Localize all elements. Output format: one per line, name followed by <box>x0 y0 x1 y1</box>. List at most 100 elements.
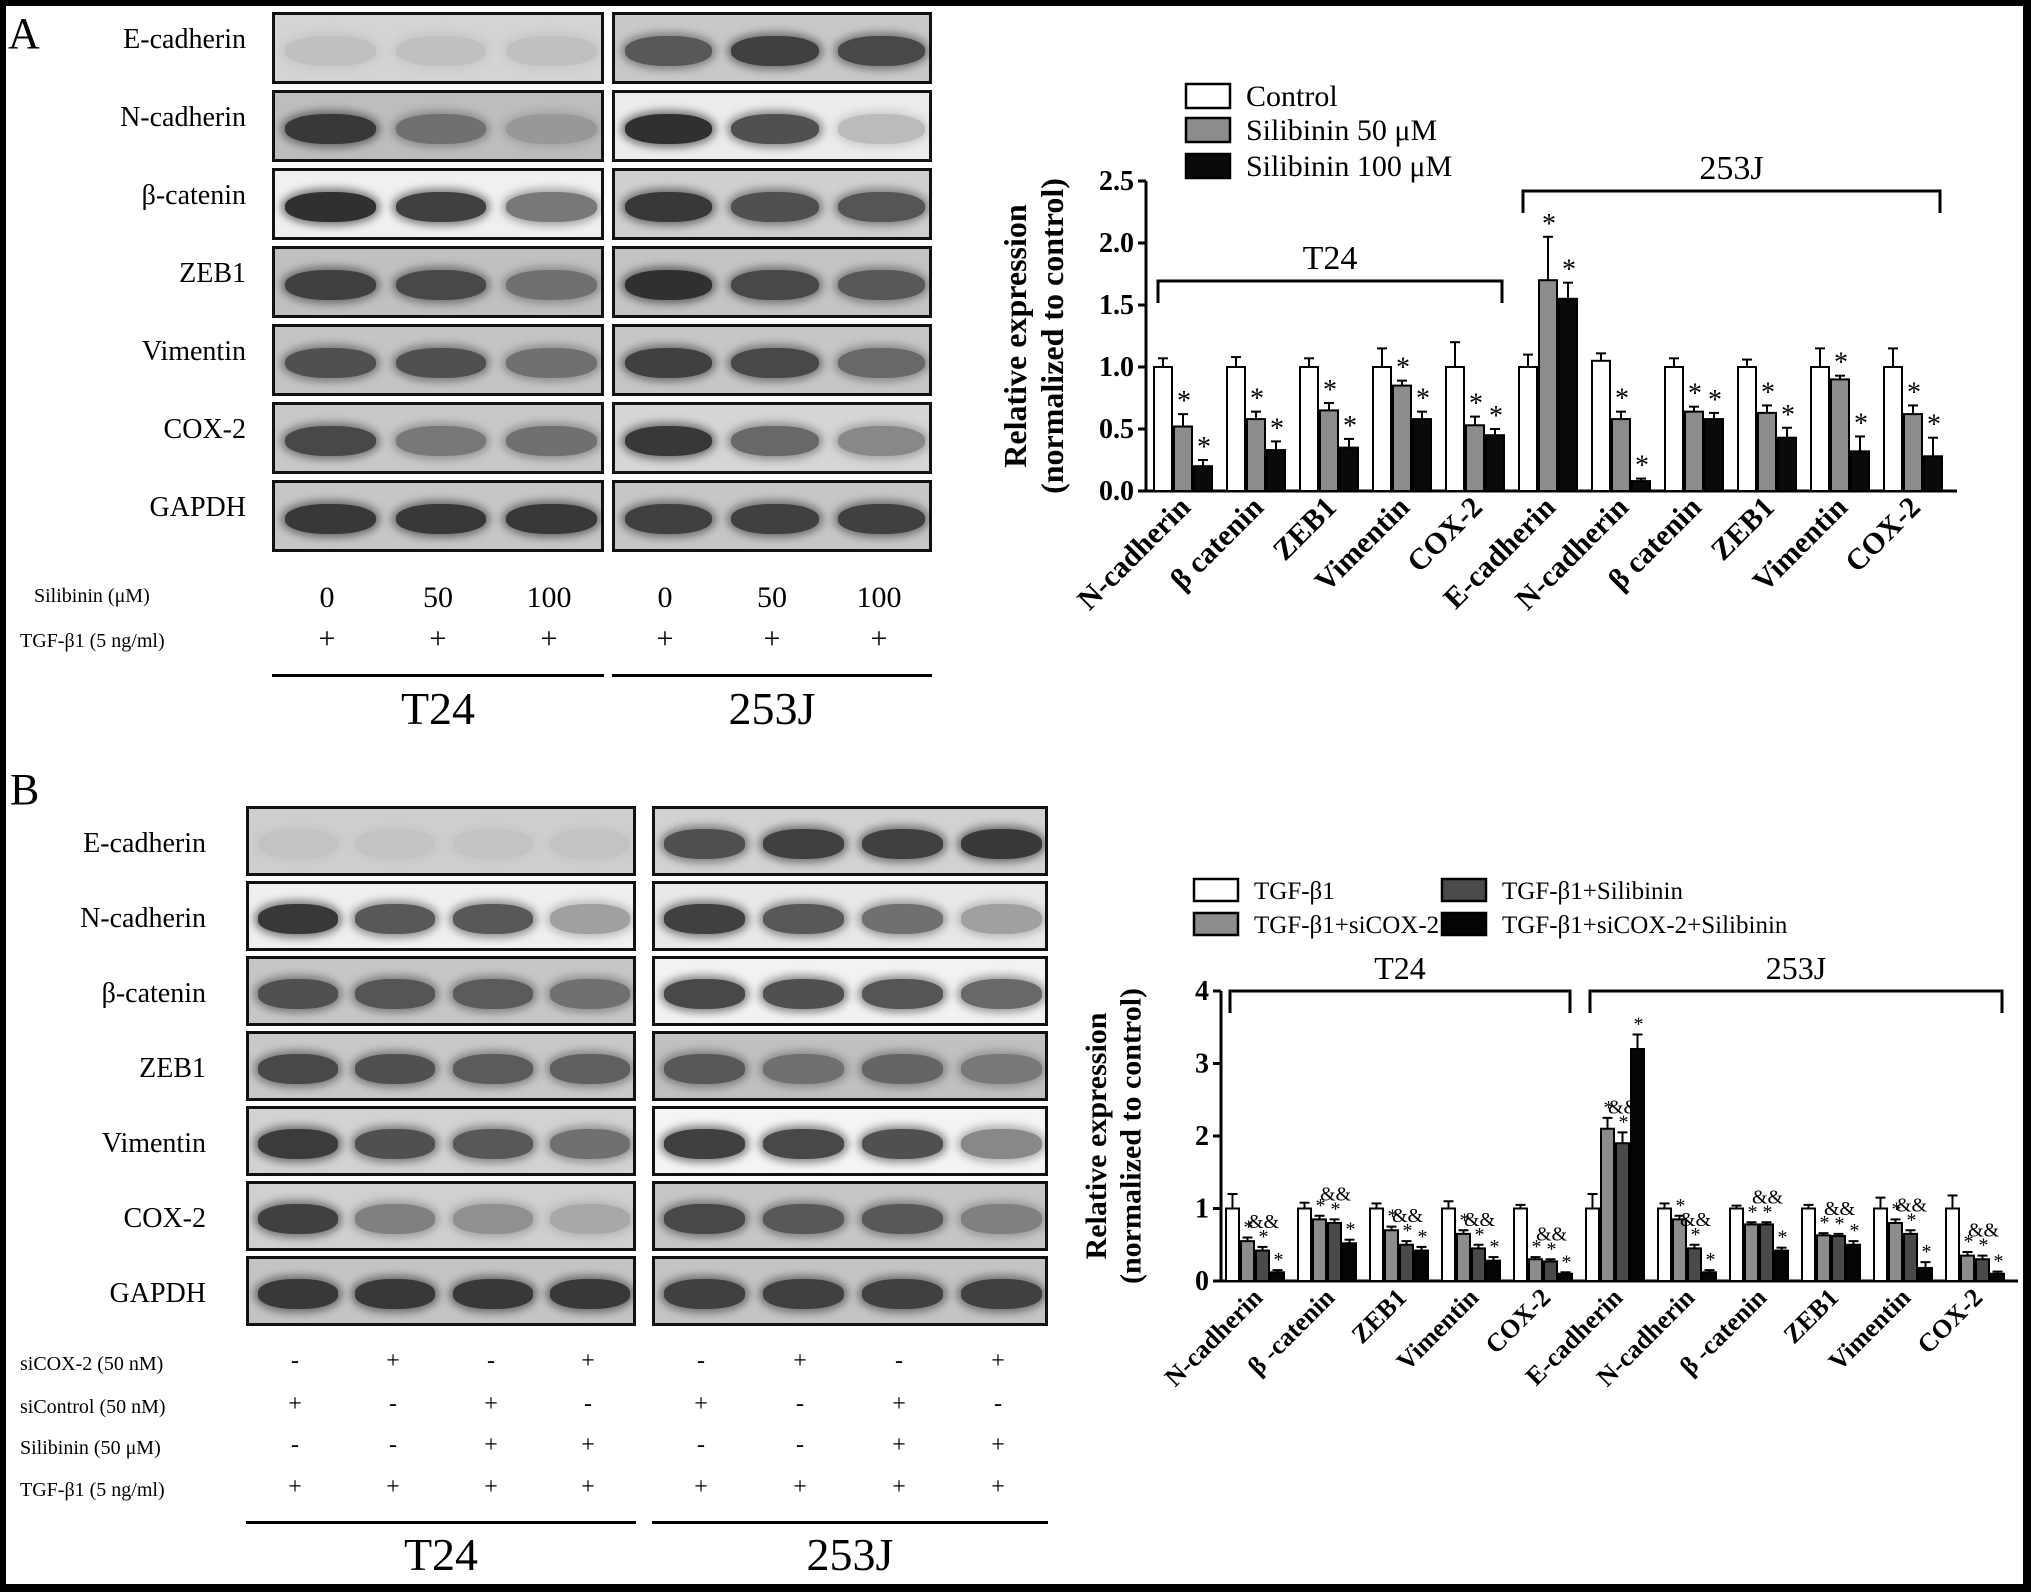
significance-mark: * <box>1346 1219 1356 1241</box>
x-tick-label: ZEB1 <box>1346 1283 1412 1349</box>
condition-value: + <box>763 622 781 655</box>
condition-value: + <box>892 1391 906 1417</box>
bar <box>1850 450 1870 493</box>
blot-strip <box>272 12 604 84</box>
significance-mark: * <box>1562 1251 1572 1273</box>
bar <box>1918 1266 1933 1283</box>
panel-b-condition-label: Silibinin (50 μM) <box>20 1437 161 1459</box>
significance-mark: * <box>1259 1226 1269 1248</box>
x-tick-label: COX-2 <box>1839 491 1927 579</box>
blot-band <box>550 904 631 934</box>
blot-band <box>762 829 845 859</box>
blot-band <box>837 269 926 301</box>
bar <box>1240 1240 1255 1282</box>
bar <box>1883 366 1903 492</box>
bar <box>1631 480 1651 492</box>
significance-mark: * <box>1907 1209 1917 1231</box>
blot-band <box>284 113 376 145</box>
blot-band <box>624 347 713 379</box>
condition-value: - <box>796 1391 804 1417</box>
significance-mark: * <box>1323 375 1337 406</box>
significance-mark: * <box>1547 1238 1557 1260</box>
y-tick-label: 0.5 <box>1099 414 1134 445</box>
group-bracket-label: T24 <box>1374 950 1426 986</box>
bar <box>1945 1207 1960 1282</box>
y-tick-label: 0.0 <box>1099 476 1134 507</box>
panel-a-group-label: 253J <box>728 683 816 734</box>
blot-band <box>960 979 1043 1009</box>
significance-mark: * <box>1854 408 1868 439</box>
condition-value: - <box>697 1432 705 1458</box>
panel-a-t24-underline <box>272 674 604 677</box>
significance-mark: * <box>1820 1212 1830 1234</box>
blot-band <box>762 1129 845 1159</box>
significance-mark: && <box>1464 1209 1496 1231</box>
blot-band <box>837 347 926 379</box>
panel-b-protein-label: N-cadherin <box>80 903 206 934</box>
blot-strip <box>246 881 636 951</box>
blot-band <box>960 1054 1043 1084</box>
significance-mark: * <box>1635 451 1649 482</box>
blot-band <box>960 1279 1043 1309</box>
blot-band <box>663 829 746 859</box>
panel-a-protein-label: β-catenin <box>141 180 246 211</box>
blot-band <box>960 1204 1043 1234</box>
panel-b-t24-underline <box>246 1521 636 1524</box>
bar <box>1399 1243 1414 1282</box>
x-tick-label: COX-2 <box>1912 1283 1989 1360</box>
blot-band <box>731 269 819 301</box>
blot-band <box>550 1129 631 1159</box>
panel-b-condition-label: siControl (50 nM) <box>20 1396 166 1418</box>
blot-strip <box>246 1181 636 1251</box>
blot-band <box>861 1129 944 1159</box>
significance-mark: * <box>1532 1236 1542 1258</box>
legend-label: TGF-β1+Silibinin <box>1502 878 1684 905</box>
blot-strip <box>612 12 932 84</box>
blot-band <box>284 347 376 379</box>
panel-b-letter: B <box>10 765 40 814</box>
panel-a-protein-label: COX-2 <box>163 414 246 445</box>
bar <box>1591 359 1611 492</box>
blot-band <box>861 1054 944 1084</box>
condition-value: 0 <box>319 581 335 614</box>
bar <box>1846 1243 1861 1282</box>
blot-strip <box>652 881 1048 951</box>
significance-mark: * <box>1835 1213 1845 1235</box>
condition-value: - <box>487 1348 495 1374</box>
condition-value: + <box>581 1432 595 1458</box>
blot-band <box>506 347 598 379</box>
group-bracket <box>1228 989 1572 1013</box>
blot-band <box>452 1279 533 1309</box>
bar <box>1737 366 1757 492</box>
significance-mark: * <box>1964 1231 1974 1253</box>
blot-strip <box>652 1106 1048 1176</box>
legend-swatch <box>1192 911 1240 937</box>
panel-a-group-label: T24 <box>400 683 476 734</box>
blot-band <box>861 904 944 934</box>
blot-band <box>284 191 376 223</box>
bar <box>1384 1229 1399 1282</box>
condition-value: - <box>389 1432 397 1458</box>
blot-band <box>284 269 376 301</box>
blot-band <box>284 35 376 67</box>
significance-mark: * <box>1177 386 1191 417</box>
bar <box>1369 1207 1384 1282</box>
blot-band <box>452 904 533 934</box>
blot-band <box>506 35 598 67</box>
blot-band <box>452 829 533 859</box>
condition-value: + <box>991 1432 1005 1458</box>
group-bracket <box>1588 989 2004 1013</box>
blot-strip <box>652 806 1048 876</box>
blot-band <box>355 979 436 1009</box>
bar <box>1903 1232 1918 1282</box>
panel-a-condition-label: Silibinin (μM) <box>34 585 150 607</box>
blot-strip <box>246 806 636 876</box>
blot-strip <box>246 1031 636 1101</box>
significance-mark: * <box>1781 400 1795 431</box>
bar <box>1412 418 1432 492</box>
bar <box>1392 384 1412 493</box>
blot-band <box>355 1054 436 1084</box>
condition-value: + <box>318 622 336 655</box>
condition-value: + <box>288 1391 302 1417</box>
y-tick-label: 1 <box>1195 1194 1209 1225</box>
